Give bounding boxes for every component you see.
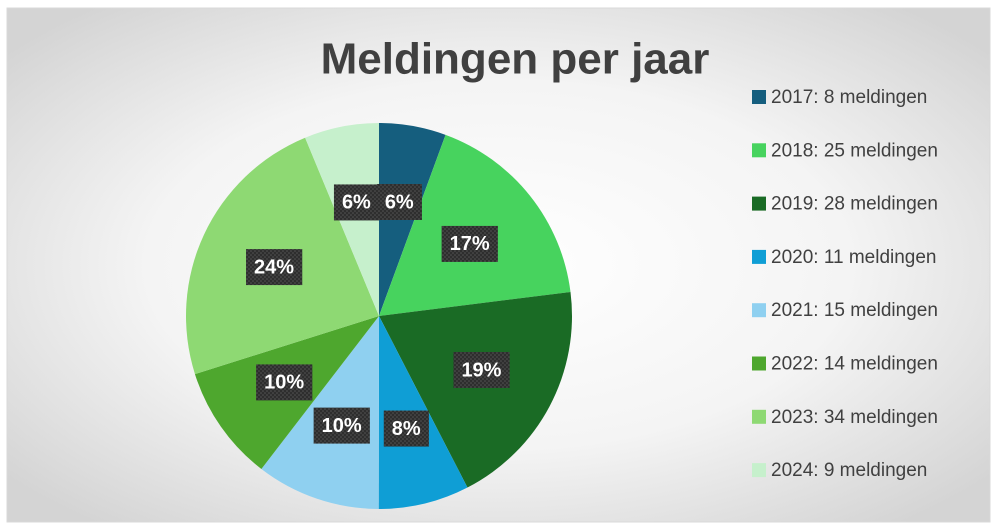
chart-title: Meldingen per jaar (321, 35, 710, 84)
data-label: 24% (254, 256, 294, 278)
legend-label: 2019: 28 meldingen (771, 194, 938, 215)
data-label: 6% (342, 192, 371, 214)
legend-label: 2022: 14 meldingen (771, 354, 938, 375)
legend-label: 2024: 9 meldingen (771, 460, 927, 481)
data-label: 19% (461, 359, 501, 381)
data-label: 10% (264, 372, 304, 394)
data-label: 17% (450, 233, 490, 255)
data-label-box (383, 410, 429, 447)
data-label-box (313, 407, 370, 444)
legend-label: 2023: 34 meldingen (771, 407, 938, 428)
data-label: 10% (322, 415, 362, 437)
legend-swatch (752, 409, 766, 424)
legend-label: 2020: 11 meldingen (771, 247, 937, 268)
legend-swatch (752, 303, 766, 318)
data-label-box (256, 364, 313, 401)
legend-swatch (752, 463, 766, 478)
legend-swatch (752, 143, 766, 158)
pie-slice (379, 291, 572, 488)
data-label-box (333, 184, 380, 221)
data-label: 8% (392, 418, 421, 440)
pie-slice (379, 134, 571, 316)
legend-label: 2017: 8 meldingen (771, 87, 927, 108)
data-label-box (441, 225, 498, 262)
legend-swatch (752, 196, 766, 211)
legend-swatch (752, 249, 766, 264)
data-label-box (453, 351, 510, 388)
legend-label: 2021: 15 meldingen (771, 300, 938, 321)
data-label-box (376, 183, 422, 220)
data-label: 6% (385, 191, 414, 213)
legend-label: 2018: 25 meldingen (771, 140, 938, 161)
legend-swatch (752, 356, 766, 371)
data-label-box (246, 249, 303, 286)
legend-swatch (752, 90, 766, 104)
